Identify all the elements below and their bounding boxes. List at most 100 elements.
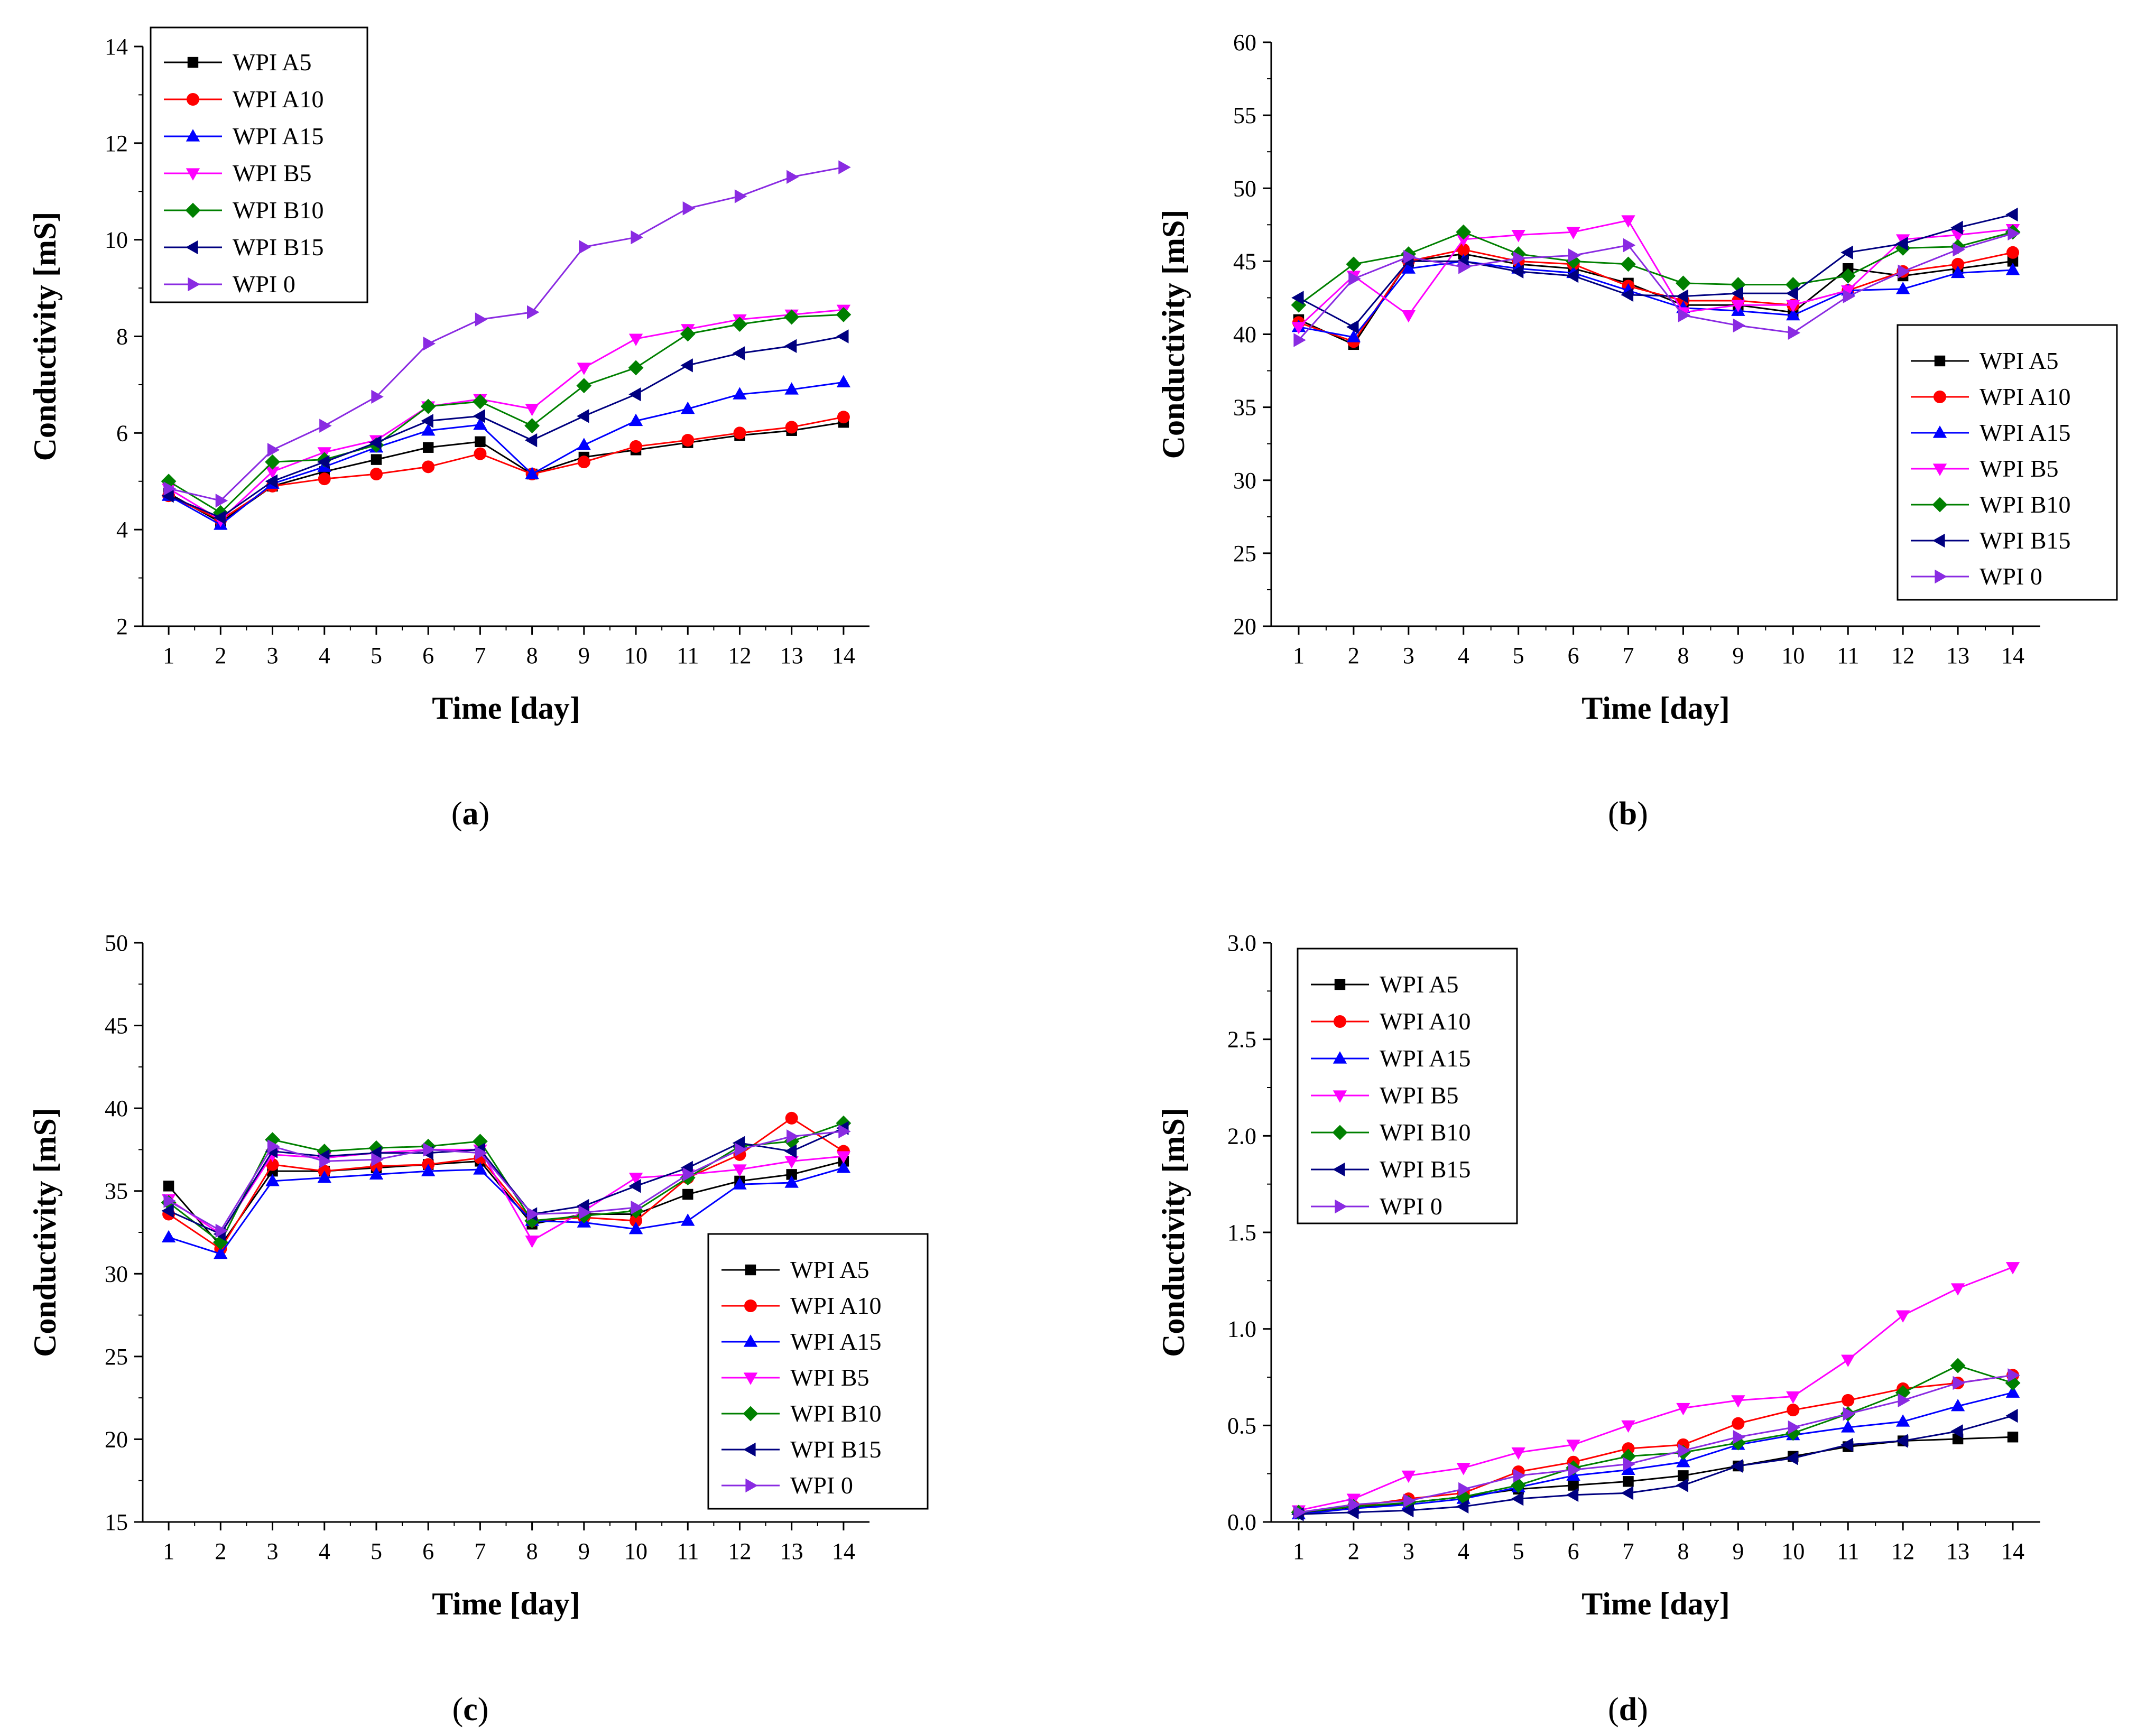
x-tick-label: 12 xyxy=(728,1538,751,1564)
data-point xyxy=(1456,234,1470,247)
data-point xyxy=(784,1156,799,1169)
data-point xyxy=(836,1151,851,1164)
data-point xyxy=(1293,333,1306,347)
data-point xyxy=(733,426,746,440)
x-axis-title: Time [day] xyxy=(1581,1586,1730,1621)
legend-label: WPI A5 xyxy=(790,1256,869,1283)
series-line xyxy=(1298,213,2013,328)
data-point xyxy=(1950,1424,1963,1438)
x-tick-label: 9 xyxy=(578,1538,590,1564)
data-point xyxy=(1511,1447,1525,1460)
legend-label: WPI A10 xyxy=(1380,1008,1471,1035)
x-tick-label: 7 xyxy=(1623,1538,1634,1564)
data-point xyxy=(1953,1376,1965,1390)
data-point xyxy=(317,454,330,469)
data-point xyxy=(1950,1399,1965,1412)
data-point xyxy=(1678,1443,1691,1458)
x-tick-label: 8 xyxy=(526,643,538,669)
x-tick-label: 6 xyxy=(1568,1538,1579,1564)
data-point xyxy=(1895,1414,1910,1427)
data-point xyxy=(838,1124,851,1139)
data-point xyxy=(680,326,696,342)
data-point xyxy=(369,1146,382,1160)
x-tick-label: 13 xyxy=(780,1538,803,1564)
data-point xyxy=(681,1213,695,1226)
data-point xyxy=(1676,1478,1689,1492)
data-point xyxy=(1621,287,1634,302)
x-tick-label: 5 xyxy=(371,643,382,669)
x-tick-label: 14 xyxy=(2001,643,2024,669)
data-point xyxy=(1678,1470,1689,1481)
data-point xyxy=(2005,1408,2018,1423)
data-point xyxy=(1401,310,1416,323)
data-point xyxy=(1621,1486,1634,1500)
x-tick-label: 10 xyxy=(624,1538,647,1564)
series-line xyxy=(1298,1415,2013,1515)
data-point xyxy=(265,1132,280,1148)
data-point xyxy=(369,435,382,450)
data-point xyxy=(577,1199,589,1213)
data-point xyxy=(475,436,486,447)
data-point xyxy=(524,418,540,434)
data-point xyxy=(628,387,641,402)
y-tick-label: 25 xyxy=(1233,541,1256,567)
data-point xyxy=(1566,1440,1580,1452)
data-point xyxy=(317,1170,331,1183)
data-point xyxy=(1456,224,1472,240)
data-point xyxy=(163,1181,174,1192)
data-point xyxy=(1293,1505,1306,1519)
series-line xyxy=(1298,1374,2013,1514)
data-point xyxy=(1621,256,1636,272)
x-tick-label: 12 xyxy=(1891,643,1914,669)
y-axis-title: Conductivity [mS] xyxy=(27,212,62,461)
data-point xyxy=(422,442,434,453)
data-point xyxy=(318,472,331,486)
data-point xyxy=(1458,1482,1471,1497)
data-point xyxy=(1898,264,1910,278)
legend-label: WPI A10 xyxy=(233,86,324,113)
x-tick-label: 9 xyxy=(578,643,590,669)
x-tick-label: 11 xyxy=(1837,643,1859,669)
legend-label: WPI B10 xyxy=(1380,1119,1471,1146)
legend-label: WPI A10 xyxy=(790,1292,882,1319)
legend-box xyxy=(1897,324,2118,601)
data-point xyxy=(161,1230,176,1242)
data-point xyxy=(1895,1385,1911,1400)
x-axis-title: Time [day] xyxy=(1581,691,1730,726)
y-tick-label: 0.0 xyxy=(1227,1509,1256,1535)
data-point xyxy=(1950,265,1965,278)
legend-label: WPI A5 xyxy=(233,49,312,76)
series-line xyxy=(168,381,844,526)
data-point xyxy=(1621,1449,1636,1464)
data-point xyxy=(1953,243,1965,257)
data-point xyxy=(1348,272,1361,286)
data-point xyxy=(787,1129,799,1144)
data-point xyxy=(1787,1404,1800,1417)
x-tick-label: 8 xyxy=(526,1538,538,1564)
series-line xyxy=(168,166,844,502)
legend-marker xyxy=(186,168,200,181)
y-tick-label: 20 xyxy=(105,1426,128,1452)
x-tick-label: 4 xyxy=(1458,1538,1469,1564)
data-point xyxy=(527,1207,540,1221)
x-tick-label: 1 xyxy=(1293,643,1305,669)
legend-marker xyxy=(1935,569,1947,584)
data-point xyxy=(680,1161,693,1175)
series-line xyxy=(168,416,844,521)
y-tick-label: 2 xyxy=(116,614,128,639)
y-tick-label: 1.5 xyxy=(1227,1220,1256,1246)
data-point xyxy=(628,1179,641,1193)
legend-label: WPI B15 xyxy=(233,234,324,261)
legend-label: WPI A5 xyxy=(1979,347,2059,374)
data-point xyxy=(838,160,851,174)
legend-marker xyxy=(1333,1051,1347,1064)
data-point xyxy=(784,1134,800,1149)
y-tick-label: 30 xyxy=(1233,468,1256,494)
data-point xyxy=(628,413,643,426)
y-tick-label: 45 xyxy=(105,1013,128,1039)
data-point xyxy=(732,346,745,360)
legend-box xyxy=(707,1233,929,1510)
data-point xyxy=(1731,1459,1743,1473)
